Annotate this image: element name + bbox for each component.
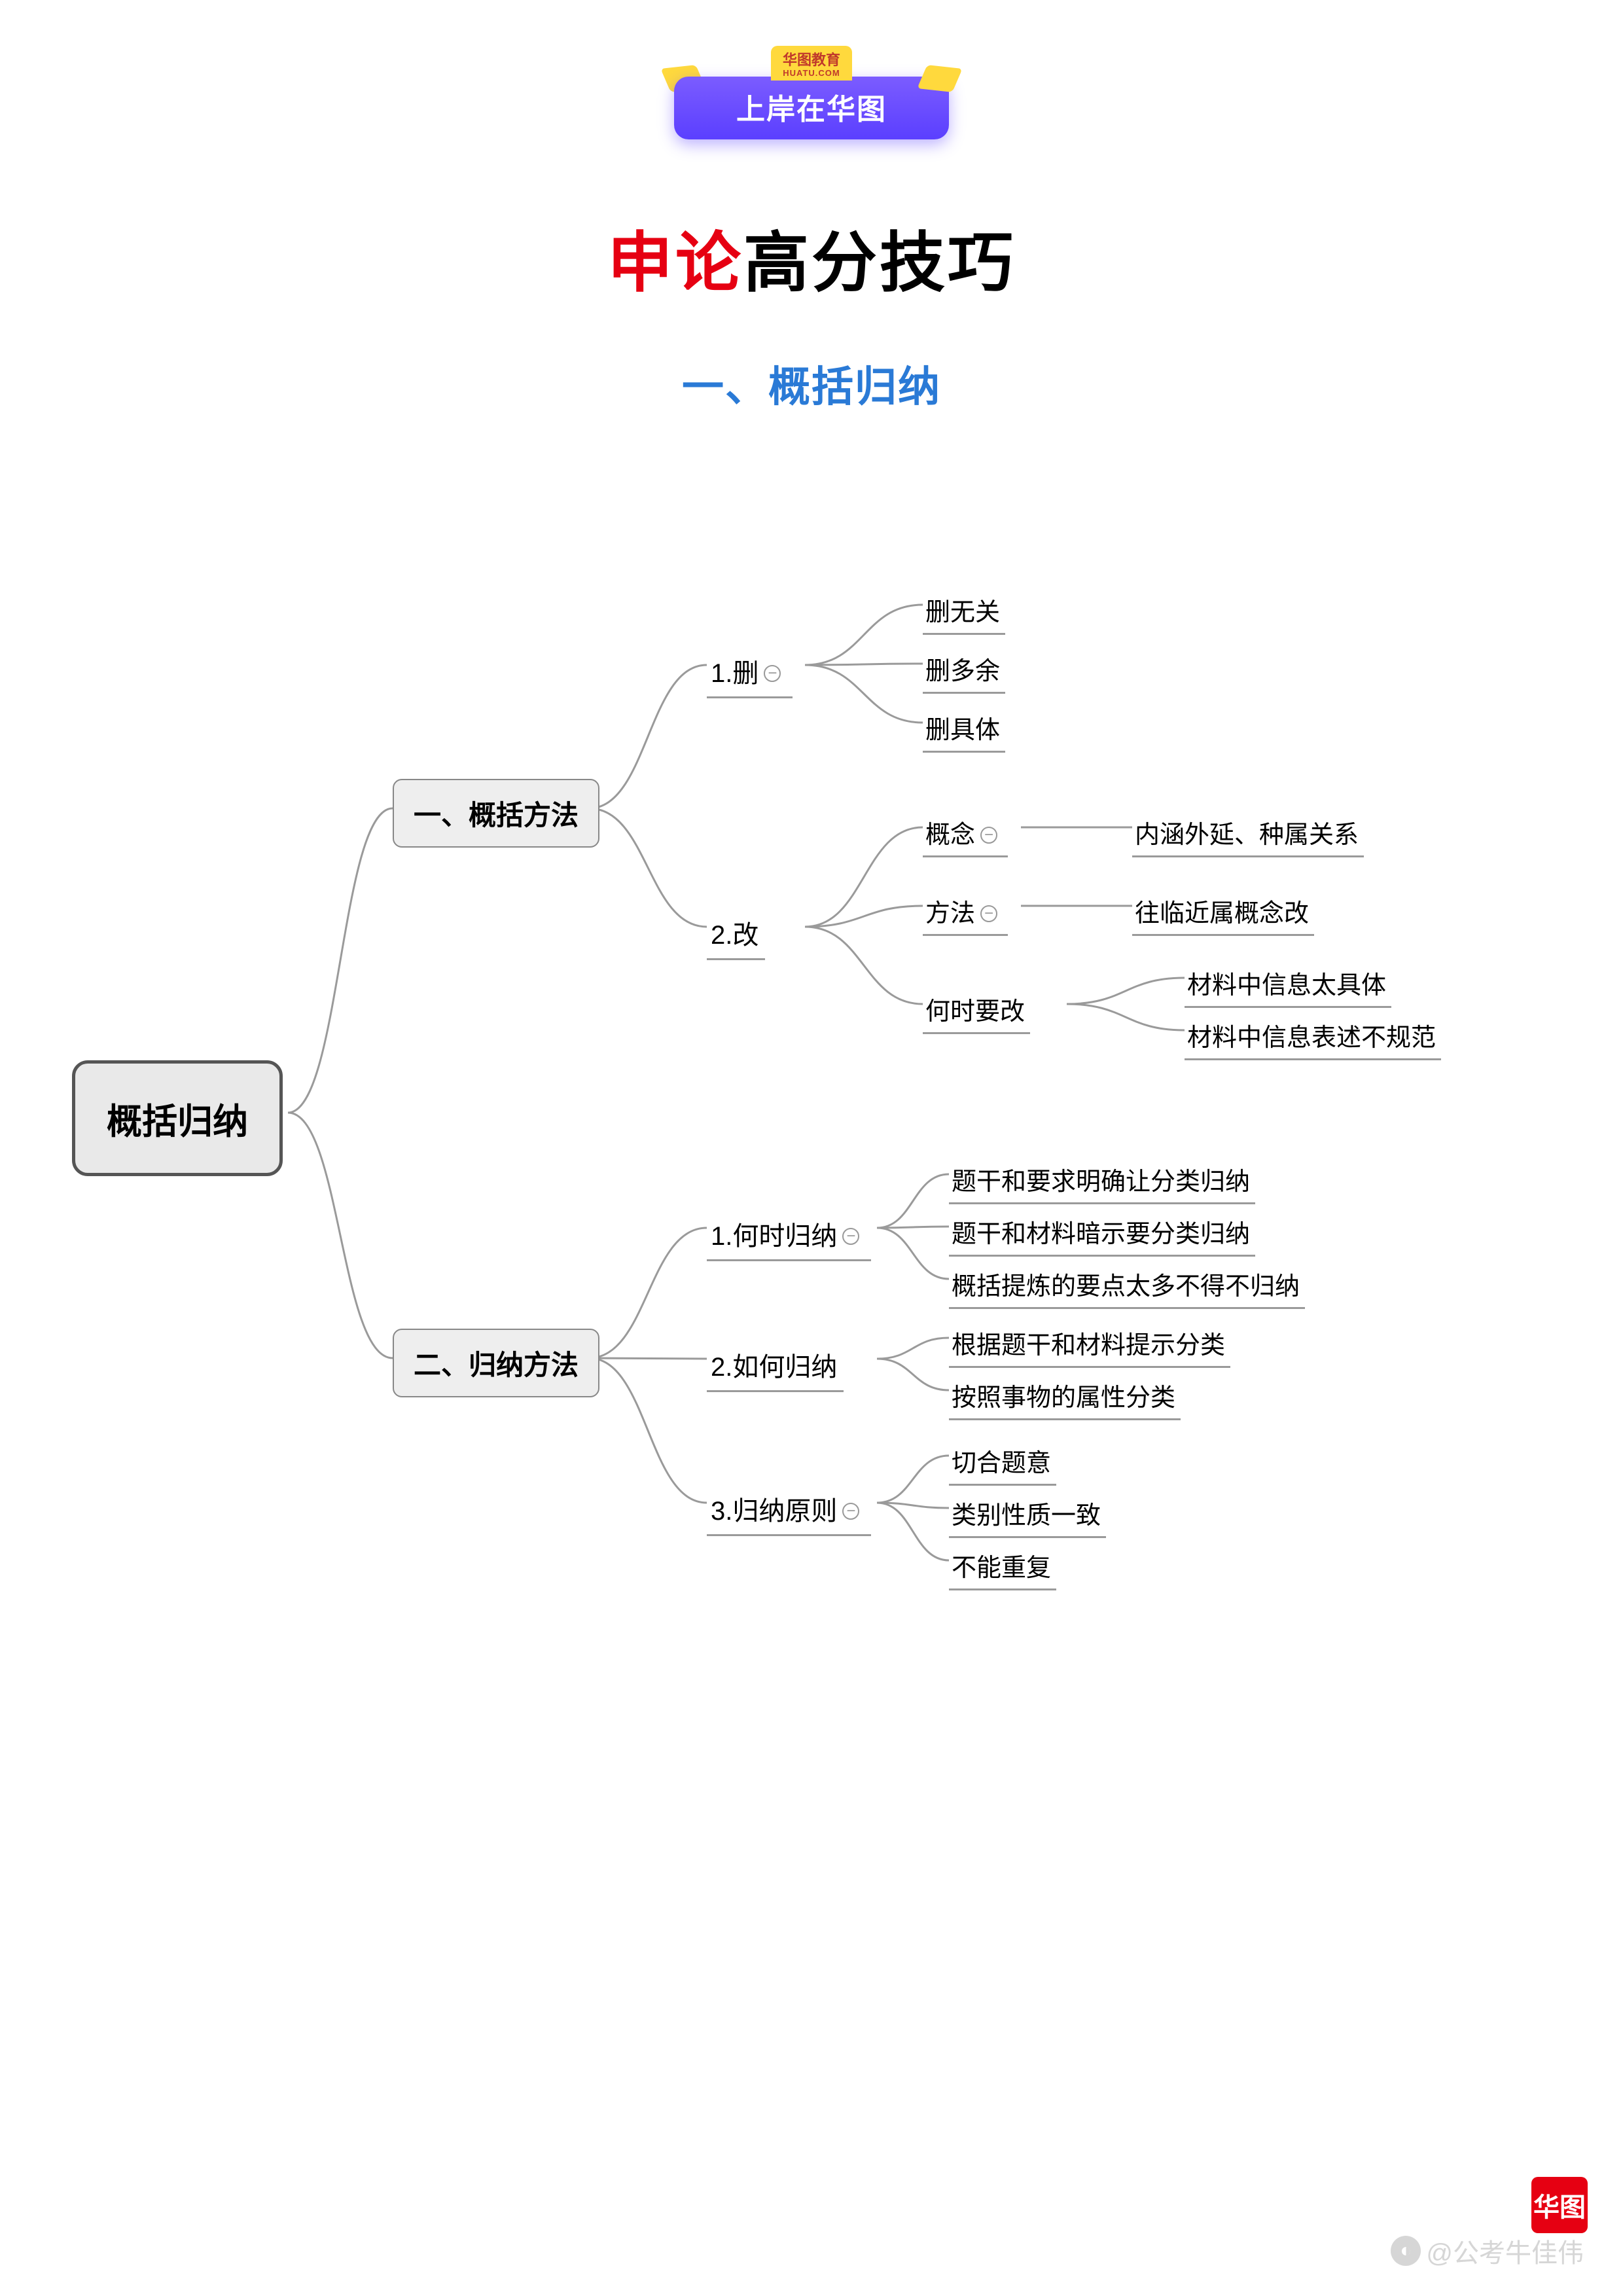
- brand-badge-main: 上岸在华图: [674, 77, 949, 139]
- mindmap-subbranch: 2.如何归纳: [707, 1342, 844, 1392]
- footer-logo-text: 华图: [1533, 2186, 1586, 2224]
- brand-badge-top: 华图教育 HUATU.COM: [771, 46, 852, 81]
- mindmap-leaf: 往临近属概念改: [1132, 890, 1314, 936]
- mindmap-leaf: 不能重复: [949, 1545, 1056, 1590]
- mindmap-leaf: 类别性质一致: [949, 1492, 1106, 1538]
- mindmap-subbranch: 1.何时归纳−: [707, 1211, 871, 1261]
- brand-badge-top-cn: 华图教育: [783, 52, 840, 68]
- collapse-icon[interactable]: −: [842, 1503, 859, 1520]
- mindmap-root: 概括归纳: [72, 1060, 283, 1176]
- brand-badge-main-2: 在华图: [796, 94, 887, 126]
- mindmap-leaf: 材料中信息表述不规范: [1185, 1014, 1441, 1060]
- collapse-icon[interactable]: −: [764, 665, 781, 682]
- mindmap-leaf: 删具体: [923, 707, 1005, 753]
- mindmap-leaf: 概念−: [923, 812, 1008, 857]
- mindmap-leaf: 切合题意: [949, 1440, 1056, 1486]
- weibo-icon: ◐: [1391, 2236, 1421, 2266]
- collapse-icon[interactable]: −: [980, 827, 997, 844]
- mindmap-leaf: 概括提炼的要点太多不得不归纳: [949, 1263, 1305, 1309]
- mindmap-subbranch: 2.改: [707, 910, 765, 960]
- mindmap-leaf: 内涵外延、种属关系: [1132, 812, 1364, 857]
- watermark: ◐ @公考牛佳伟: [1391, 2232, 1584, 2270]
- collapse-icon[interactable]: −: [980, 905, 997, 922]
- mindmap-leaf: 方法−: [923, 890, 1008, 936]
- mindmap-leaf: 按照事物的属性分类: [949, 1374, 1181, 1420]
- footer-logo: 华图: [1531, 2177, 1588, 2233]
- mindmap: 概括归纳 一、概括方法二、归纳方法 1.删− 2.改 1.何时归纳− 2.如何归纳 3.归纳…: [72, 569, 1551, 1748]
- page-title-red: 申论: [607, 226, 743, 300]
- collapse-icon[interactable]: −: [842, 1228, 859, 1245]
- mindmap-leaf: 题干和材料暗示要分类归纳: [949, 1211, 1255, 1257]
- mindmap-branch: 二、归纳方法: [393, 1329, 599, 1397]
- brand-badge-main-1: 上岸: [736, 94, 796, 126]
- mindmap-connectors: [72, 569, 1551, 1748]
- mindmap-leaf: 材料中信息太具体: [1185, 962, 1391, 1008]
- brand-badge: 华图教育 HUATU.COM 上岸在华图: [674, 46, 949, 139]
- mindmap-leaf: 何时要改: [923, 988, 1030, 1034]
- mindmap-leaf: 题干和要求明确让分类归纳: [949, 1158, 1255, 1204]
- page-title: 申论高分技巧: [0, 209, 1623, 304]
- mindmap-subbranch: 1.删−: [707, 648, 793, 698]
- mindmap-leaf: 删无关: [923, 589, 1005, 635]
- mindmap-subbranch: 3.归纳原则−: [707, 1486, 871, 1536]
- page-subtitle: 一、概括归纳: [0, 353, 1623, 414]
- brand-badge-top-en: HUATU.COM: [783, 68, 840, 78]
- watermark-text: @公考牛佳伟: [1426, 2232, 1584, 2270]
- mindmap-leaf: 根据题干和材料提示分类: [949, 1322, 1230, 1368]
- mindmap-branch: 一、概括方法: [393, 779, 599, 848]
- mindmap-leaf: 删多余: [923, 648, 1005, 694]
- page-title-black: 高分技巧: [743, 226, 1016, 300]
